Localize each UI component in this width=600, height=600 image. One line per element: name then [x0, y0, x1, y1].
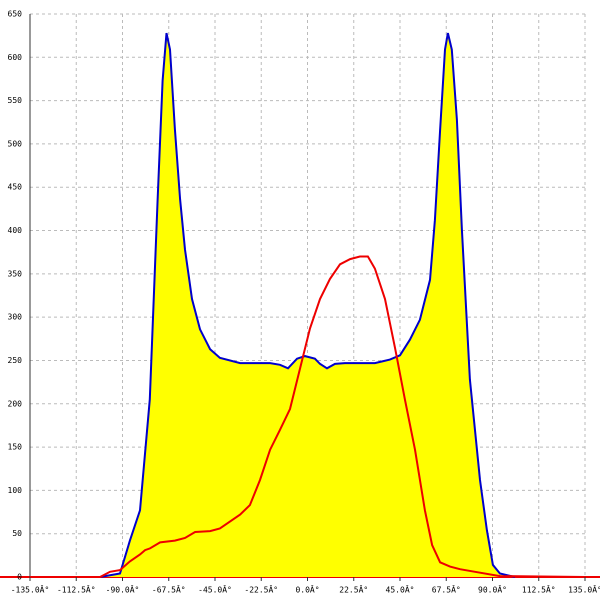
x-tick-label: 45.0Â° — [386, 584, 415, 595]
y-tick-label: 450 — [8, 183, 23, 192]
y-tick-label: 100 — [8, 486, 23, 495]
x-tick-label: 112.5Â° — [522, 584, 556, 595]
x-tick-label: -67.5Â° — [152, 584, 186, 595]
x-tick-label: 22.5Â° — [339, 584, 368, 595]
y-tick-label: 250 — [8, 356, 23, 365]
y-tick-label: 400 — [8, 226, 23, 235]
x-tick-label: 135.0Â° — [568, 584, 600, 595]
y-tick-label: 500 — [8, 139, 23, 148]
y-tick-label: 150 — [8, 443, 23, 452]
x-tick-label: -112.5Â° — [57, 584, 96, 595]
series-line — [30, 255, 586, 578]
area — [100, 33, 515, 578]
x-tick-label: -135.0Â° — [11, 584, 50, 595]
y-tick-label: 550 — [8, 96, 23, 105]
y-tick-label: 50 — [12, 529, 22, 538]
x-tick-label: 0.0Â° — [295, 584, 319, 595]
y-tick-label: 0 — [17, 573, 22, 582]
x-tick-label: 67.5Â° — [432, 584, 461, 595]
y-tick-label: 650 — [8, 10, 23, 19]
y-tick-label: 350 — [8, 269, 23, 278]
x-tick-label: -90.0Â° — [106, 584, 140, 595]
x-tick-label: -22.5Â° — [244, 584, 278, 595]
y-tick-label: 200 — [8, 399, 23, 408]
y-tick-label: 300 — [8, 313, 23, 322]
x-tick-label: 90.0Â° — [478, 584, 507, 595]
y-tick-label: 600 — [8, 53, 23, 62]
x-tick-label: -45.0Â° — [198, 584, 232, 595]
series-line — [99, 32, 516, 578]
